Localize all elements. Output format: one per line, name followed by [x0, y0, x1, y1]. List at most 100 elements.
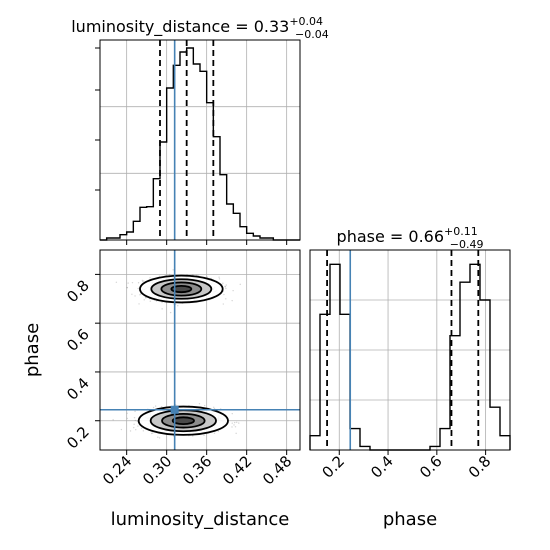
scatter-point	[224, 285, 226, 288]
scatter-point	[129, 430, 132, 432]
scatter-point	[133, 426, 135, 429]
title-luminosity-distance: luminosity_distance = 0.33+0.04 −0.04	[71, 15, 329, 41]
x-tick-label: 0.4	[367, 452, 397, 482]
scatter-point	[149, 277, 151, 279]
scatter-point	[233, 424, 235, 426]
scatter-point	[231, 299, 233, 302]
scatter-point	[169, 311, 172, 314]
x-tick-label: 0.6	[416, 452, 446, 482]
scatter-point	[235, 421, 238, 424]
scatter-point	[140, 427, 143, 429]
scatter-point	[134, 295, 136, 297]
scatter-cloud	[112, 269, 241, 440]
scatter-point	[134, 410, 136, 413]
histogram-phase	[309, 263, 511, 451]
x-tick-label: 0.48	[259, 452, 295, 488]
title-plus: +0.11	[444, 225, 478, 238]
scatter-point	[149, 300, 152, 302]
contour-level	[170, 284, 193, 294]
y-tick-label: 0.6	[63, 325, 93, 355]
axes-frame	[309, 249, 511, 451]
scatter-point	[161, 308, 163, 310]
frame-layer	[95, 39, 511, 455]
scatter-point	[225, 298, 227, 300]
scatter-point	[142, 430, 145, 432]
scatter-point	[145, 297, 147, 299]
scatter-point	[126, 417, 129, 420]
grid-layer	[100, 39, 510, 451]
scatter-point	[136, 420, 138, 422]
scatter-point	[152, 432, 154, 434]
scatter-point	[154, 405, 157, 407]
title-median: 0.66	[408, 227, 444, 246]
histogram-luminosity-distance	[100, 47, 300, 241]
scatter-point	[157, 436, 159, 438]
scatter-point	[139, 294, 141, 296]
scatter-point	[137, 287, 139, 290]
scatter-point	[161, 301, 163, 304]
scatter-point	[115, 281, 118, 283]
scatter-point	[150, 432, 153, 435]
scatter-point	[158, 437, 161, 439]
scatter-point	[198, 402, 201, 405]
scatter-point	[231, 426, 233, 428]
x-tick-label: 0.30	[139, 452, 175, 488]
title-median: 0.33	[254, 17, 290, 36]
scatter-point	[138, 303, 140, 305]
title-prefix: phase =	[337, 227, 409, 246]
scatter-point	[217, 430, 219, 433]
scatter-point	[192, 435, 194, 437]
x-axis-label-luminosity-distance: luminosity_distance	[111, 509, 290, 530]
scatter-point	[238, 422, 240, 424]
scatter-point	[145, 296, 147, 299]
scatter-point	[141, 279, 144, 282]
x-tick-label: 0.2	[318, 452, 348, 482]
scatter-point	[143, 299, 145, 301]
scatter-point	[126, 286, 128, 289]
scatter-point	[197, 274, 199, 277]
title-prefix: luminosity_distance =	[71, 17, 253, 37]
x-tick-label: 0.42	[219, 452, 255, 488]
scatter-point	[206, 276, 209, 278]
x-tick-label: 0.24	[99, 452, 135, 488]
x-tick-label: 0.36	[179, 452, 215, 488]
scatter-point	[126, 412, 128, 414]
y-tick-label: 0.8	[63, 276, 93, 306]
scatter-point	[160, 405, 163, 408]
scatter-point	[213, 432, 216, 434]
scatter-point	[222, 303, 225, 305]
scatter-point	[218, 276, 220, 278]
scatter-point	[131, 293, 133, 296]
scatter-point	[213, 406, 215, 408]
scatter-point	[234, 426, 237, 428]
scatter-point	[131, 281, 134, 284]
scatter-point	[225, 284, 227, 286]
scatter-point	[222, 282, 224, 284]
y-tick-label: 0.2	[63, 423, 93, 453]
scatter-point	[172, 269, 174, 271]
scatter-point	[137, 282, 140, 284]
x-tick-label: 0.8	[465, 452, 495, 482]
scatter-point	[135, 428, 137, 431]
truth-marker	[170, 405, 179, 414]
title-phase: phase = 0.66+0.11 −0.49	[337, 225, 484, 251]
scatter-point	[152, 406, 155, 409]
scatter-point	[112, 419, 114, 421]
y-axis-label-phase: phase	[22, 323, 43, 377]
scatter-point	[168, 273, 171, 276]
scatter-point	[224, 286, 227, 288]
scatter-point	[203, 434, 205, 437]
text-layer: luminosity_distance = 0.33+0.04 −0.04 pha…	[22, 15, 494, 530]
title-minus: −0.04	[295, 28, 329, 41]
scatter-point	[127, 282, 129, 284]
scatter-point	[134, 419, 137, 422]
scatter-point	[133, 416, 136, 419]
scatter-point	[231, 422, 233, 424]
scatter-point	[235, 432, 237, 435]
contour-level	[171, 416, 195, 426]
x-axis-label-phase: phase	[383, 509, 437, 530]
scatter-point	[126, 286, 129, 289]
scatter-point	[142, 280, 144, 283]
scatter-point	[120, 428, 123, 431]
data-layer	[100, 40, 511, 451]
